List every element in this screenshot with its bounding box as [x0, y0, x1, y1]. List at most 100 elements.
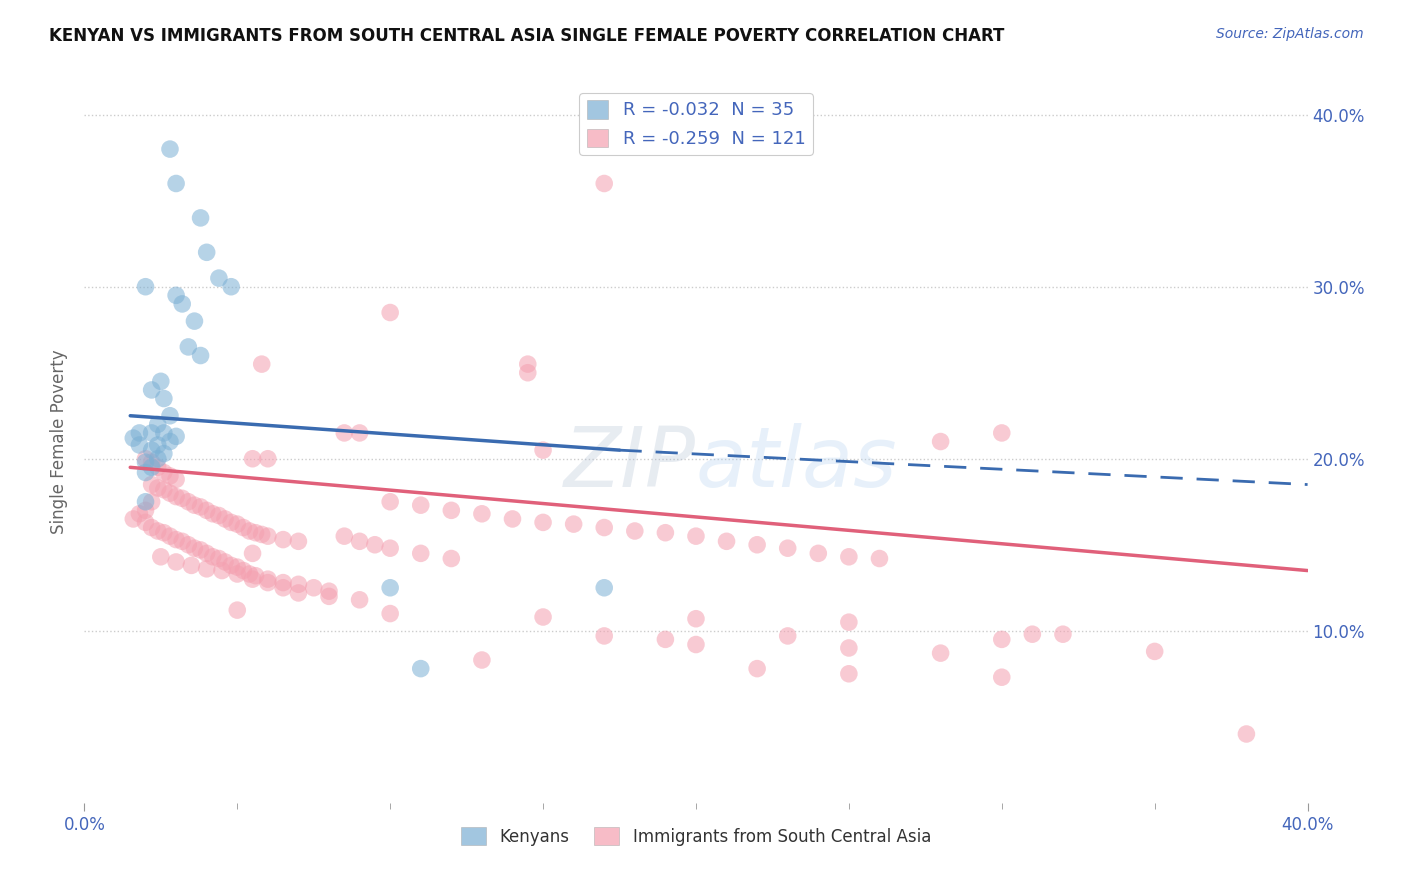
Point [380, 581, 402, 595]
Point [141, 425, 163, 440]
Point [211, 564, 233, 578]
Point [208, 271, 231, 285]
Point [531, 610, 554, 624]
Point [201, 549, 224, 564]
Point [349, 425, 371, 440]
Point [190, 542, 212, 557]
Legend: Kenyans, Immigrants from South Central Asia: Kenyans, Immigrants from South Central A… [454, 821, 938, 852]
Point [257, 575, 280, 590]
Point [1143, 644, 1166, 658]
Point [242, 546, 264, 560]
Point [122, 512, 145, 526]
Point [141, 460, 163, 475]
Point [869, 551, 891, 566]
Point [165, 555, 187, 569]
Point [201, 507, 224, 521]
Point [141, 520, 163, 534]
Point [135, 516, 157, 530]
Point [159, 409, 181, 423]
Point [716, 534, 738, 549]
Point [685, 529, 707, 543]
Point [122, 431, 145, 445]
Point [165, 490, 187, 504]
Point [146, 524, 169, 538]
Point [409, 546, 432, 560]
Y-axis label: Single Female Poverty: Single Female Poverty [51, 350, 69, 533]
Point [195, 562, 218, 576]
Point [271, 533, 294, 547]
Point [165, 472, 187, 486]
Point [380, 305, 402, 319]
Point [159, 142, 181, 156]
Point [250, 527, 273, 541]
Point [141, 455, 163, 469]
Point [238, 524, 260, 538]
Point [991, 632, 1014, 647]
Point [146, 460, 169, 475]
Point [685, 638, 707, 652]
Point [226, 603, 249, 617]
Point [991, 670, 1014, 684]
Point [245, 525, 267, 540]
Point [195, 546, 218, 560]
Point [654, 525, 676, 540]
Point [159, 486, 181, 500]
Point [287, 586, 309, 600]
Point [747, 538, 769, 552]
Point [153, 425, 176, 440]
Point [287, 534, 309, 549]
Point [318, 584, 340, 599]
Text: KENYAN VS IMMIGRANTS FROM SOUTH CENTRAL ASIA SINGLE FEMALE POVERTY CORRELATION C: KENYAN VS IMMIGRANTS FROM SOUTH CENTRAL … [49, 27, 1004, 45]
Point [177, 340, 200, 354]
Point [165, 533, 187, 547]
Point [624, 524, 647, 538]
Point [531, 516, 554, 530]
Point [502, 512, 524, 526]
Point [271, 575, 294, 590]
Point [135, 466, 157, 480]
Point [226, 560, 249, 574]
Point [135, 451, 157, 466]
Point [149, 375, 172, 389]
Point [177, 538, 200, 552]
Point [165, 288, 187, 302]
Point [219, 279, 242, 293]
Point [165, 177, 187, 191]
Point [471, 653, 494, 667]
Point [287, 577, 309, 591]
Point [172, 491, 194, 506]
Point [153, 483, 176, 497]
Point [135, 455, 157, 469]
Point [153, 525, 176, 540]
Point [257, 451, 280, 466]
Point [226, 567, 249, 582]
Point [214, 512, 236, 526]
Point [238, 567, 260, 582]
Point [141, 383, 163, 397]
Point [153, 466, 176, 480]
Point [245, 568, 267, 582]
Point [380, 541, 402, 556]
Point [190, 500, 212, 514]
Point [146, 451, 169, 466]
Point [159, 469, 181, 483]
Point [929, 646, 952, 660]
Point [440, 503, 463, 517]
Point [153, 446, 176, 460]
Point [219, 516, 242, 530]
Point [409, 662, 432, 676]
Point [195, 245, 218, 260]
Point [409, 498, 432, 512]
Point [349, 592, 371, 607]
Point [128, 425, 150, 440]
Point [333, 425, 356, 440]
Point [135, 279, 157, 293]
Point [141, 443, 163, 458]
Point [214, 555, 236, 569]
Point [302, 581, 325, 595]
Point [562, 517, 585, 532]
Point [135, 494, 157, 508]
Point [153, 392, 176, 406]
Point [195, 503, 218, 517]
Point [159, 529, 181, 543]
